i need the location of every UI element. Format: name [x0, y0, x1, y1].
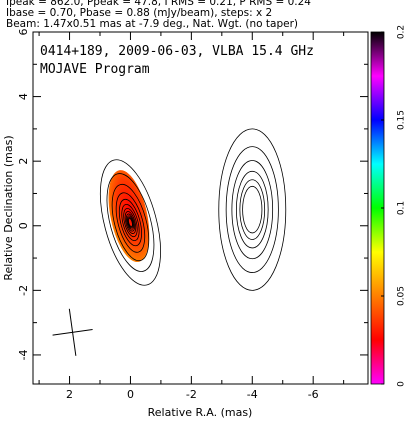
- x-tick-label: -2: [186, 388, 197, 401]
- y-tick-label: -4: [17, 349, 30, 360]
- core-contour: [99, 159, 161, 286]
- y-tick-label: 6: [17, 29, 30, 36]
- jet-contour: [231, 160, 274, 260]
- colorbar-tick-label: 0.1: [397, 201, 407, 215]
- colorbar-tick-label: 0.15: [397, 110, 407, 130]
- x-tick-label: -6: [308, 388, 319, 401]
- colorbar-tick-label: 0.2: [397, 25, 407, 39]
- y-tick-label: -2: [17, 285, 30, 296]
- jet-contour: [225, 146, 279, 273]
- chart-subtitle: MOJAVE Program: [40, 62, 150, 77]
- y-tick-label: 2: [17, 158, 30, 165]
- header-line-3: Beam: 1.47x0.51 mas at -7.9 deg., Nat. W…: [6, 18, 299, 30]
- core-contour: [126, 215, 135, 230]
- core-contour: [127, 216, 134, 229]
- x-tick-label: -4: [247, 388, 258, 401]
- y-tick-label: 4: [17, 93, 30, 100]
- x-tick-label: 0: [127, 388, 134, 401]
- plot-frame: [32, 31, 369, 385]
- core-contour: [118, 198, 142, 247]
- header-line-1: Ipeak = 862.0, Ppeak = 47.8, I RMS = 0.2…: [6, 0, 311, 8]
- core-contour: [111, 183, 150, 262]
- jet-contour: [235, 170, 269, 249]
- core-contour: [128, 218, 133, 228]
- core-contour: [124, 211, 137, 234]
- beam-marker: [52, 308, 93, 356]
- jet-contour: [242, 185, 263, 234]
- x-axis-label: Relative R.A. (mas): [148, 406, 253, 419]
- beam-minor-axis: [52, 329, 93, 336]
- core-contour: [121, 204, 140, 242]
- core-contour: [125, 213, 135, 232]
- colorbar-tick-label: 0.05: [397, 286, 407, 306]
- core-contour: [106, 173, 155, 272]
- colorbar-tick-label: 0: [397, 381, 407, 387]
- chart-title: 0414+189, 2009-06-03, VLBA 15.4 GHz: [40, 44, 314, 59]
- core-contour: [123, 208, 138, 238]
- header-line-2: Ibase = 0.70, Pbase = 0.88 (mJy/beam), s…: [6, 7, 273, 19]
- jet-contour: [239, 179, 266, 240]
- y-tick-label: 0: [17, 222, 30, 229]
- jet-contour: [218, 128, 287, 291]
- y-axis-label: Relative Declination (mas): [2, 135, 15, 280]
- core-contour: [115, 192, 146, 253]
- x-tick-label: 2: [66, 388, 73, 401]
